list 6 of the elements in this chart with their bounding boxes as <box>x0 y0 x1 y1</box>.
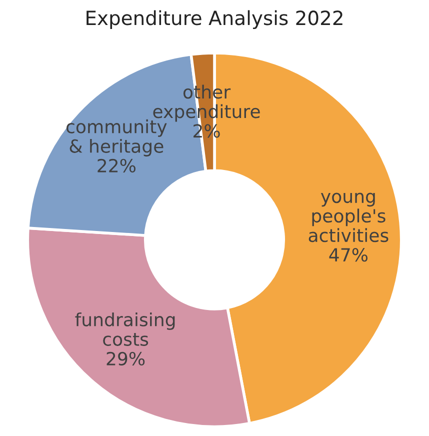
slice-label: young people's activities <box>308 192 388 242</box>
slice-label: fundraising costs <box>75 312 175 346</box>
data-label: 29% <box>106 352 145 366</box>
chart-title: Expenditure Analysis 2022 <box>86 10 342 30</box>
data-label: 22% <box>98 158 136 172</box>
data-label: 47% <box>329 248 368 262</box>
